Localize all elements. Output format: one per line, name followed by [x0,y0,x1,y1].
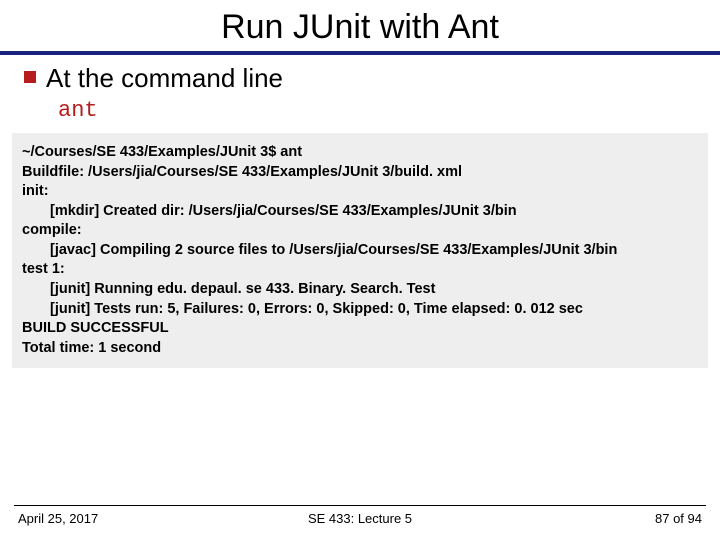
terminal-output-box: ~/Courses/SE 433/Examples/JUnit 3$ ant B… [12,133,708,368]
code-line: [mkdir] Created dir: /Users/jia/Courses/… [22,202,698,222]
footer-page: 87 of 94 [655,511,702,526]
bullet-item: At the command line [24,63,696,94]
code-line: init: [22,182,698,202]
code-line: test 1: [22,260,698,280]
bullet-text: At the command line [46,63,283,94]
slide-title: Run JUnit with Ant [0,0,720,51]
code-line: [junit] Running edu. depaul. se 433. Bin… [22,280,698,300]
footer-date: April 25, 2017 [18,511,98,526]
code-line: [javac] Compiling 2 source files to /Use… [22,241,698,261]
code-line: Buildfile: /Users/jia/Courses/SE 433/Exa… [22,163,698,183]
bullet-square-icon [24,71,36,83]
content-area: At the command line ant [0,55,720,123]
code-line: ~/Courses/SE 433/Examples/JUnit 3$ ant [22,143,698,163]
code-line: BUILD SUCCESSFUL [22,319,698,339]
command-text: ant [58,98,696,123]
footer-course: SE 433: Lecture 5 [308,511,412,526]
code-line: Total time: 1 second [22,339,698,359]
code-line: [junit] Tests run: 5, Failures: 0, Error… [22,300,698,320]
footer-rule [14,505,706,506]
code-line: compile: [22,221,698,241]
footer: April 25, 2017 SE 433: Lecture 5 87 of 9… [0,511,720,526]
